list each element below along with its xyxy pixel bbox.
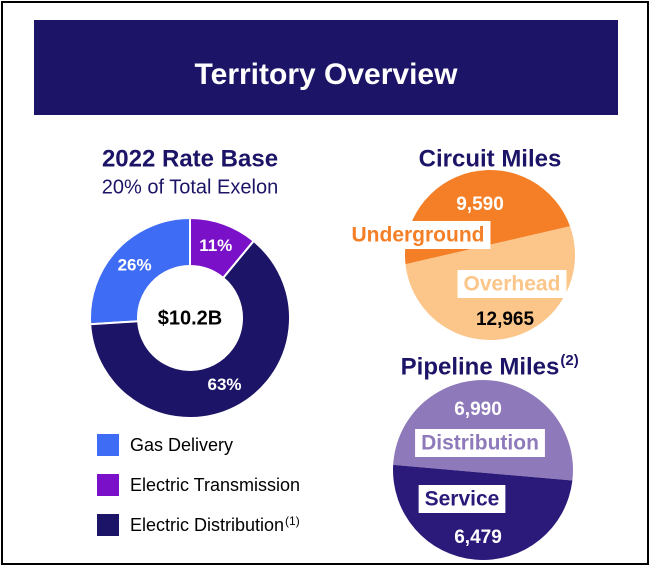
legend-swatch <box>97 434 119 456</box>
title-note: (2) <box>560 352 578 369</box>
chart-title: Pipeline Miles <box>401 353 560 380</box>
category-label: Overhead <box>464 273 561 296</box>
value-label: 9,590 <box>456 194 504 215</box>
donut-segment <box>89 216 191 326</box>
label-box <box>345 221 491 249</box>
legend-label: Electric Distribution <box>130 515 284 535</box>
legend-swatch <box>97 474 119 496</box>
value-label: 6,479 <box>454 527 502 548</box>
label-box <box>418 485 506 513</box>
center-label: $10.2B <box>158 307 223 329</box>
chart-subtitle: 20% of Total Exelon <box>102 176 278 198</box>
label-box <box>457 270 567 298</box>
segment-label: 26% <box>118 255 152 274</box>
legend-swatch <box>97 514 119 536</box>
header-title: Territory Overview <box>195 58 459 91</box>
category-label: Distribution <box>421 432 539 455</box>
legend-label: Electric Transmission <box>130 475 300 495</box>
chart-title: 2022 Rate Base <box>102 145 278 172</box>
category-label: Underground <box>352 224 485 247</box>
segment-label: 63% <box>207 375 241 394</box>
header-band <box>34 20 618 115</box>
value-label: 6,990 <box>454 399 502 420</box>
legend-note: (1) <box>285 514 300 528</box>
label-box <box>415 429 545 457</box>
legend-label: Gas Delivery <box>130 435 233 455</box>
value-label: 12,965 <box>476 309 535 330</box>
segment-label: 11% <box>199 236 232 255</box>
category-label: Service <box>425 488 500 511</box>
donut-segment <box>89 239 291 419</box>
chart-title: Circuit Miles <box>419 145 562 172</box>
